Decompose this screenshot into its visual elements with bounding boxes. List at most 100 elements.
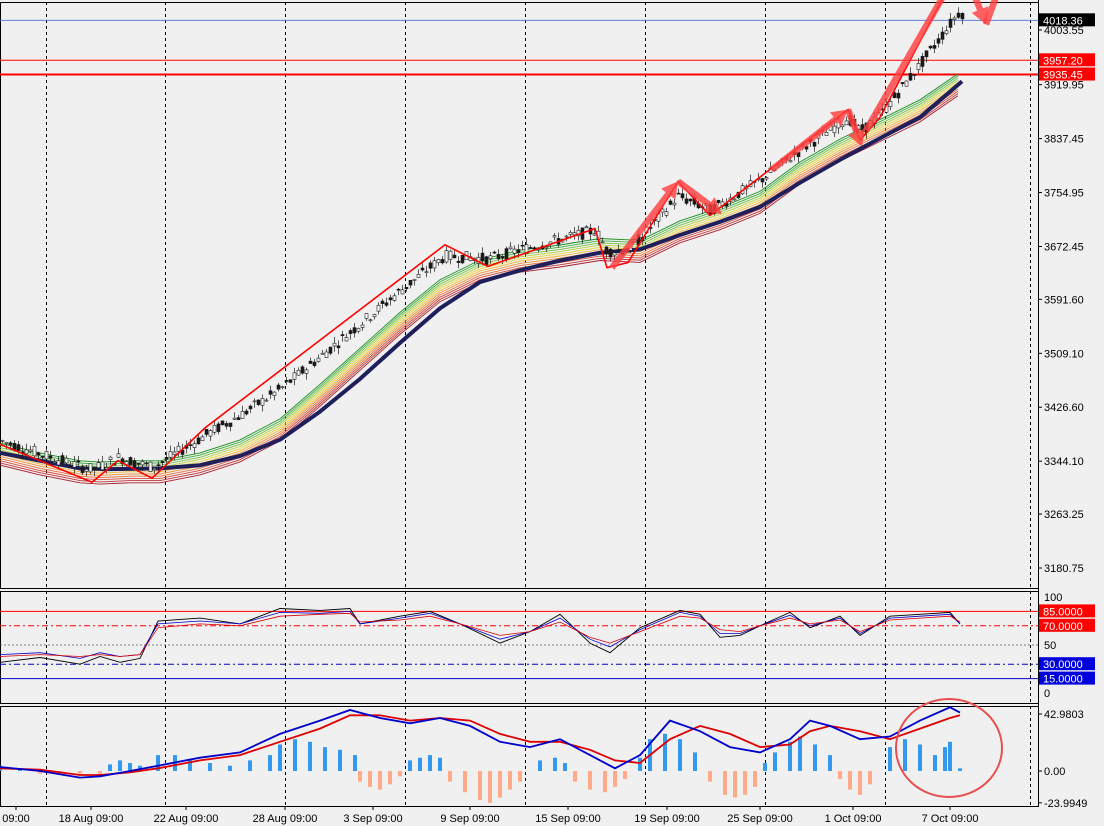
price-tick-label: 4003.55: [1044, 25, 1084, 37]
candle: [372, 313, 377, 320]
candle-body: [164, 457, 169, 460]
macd-histogram-bar: [918, 744, 922, 771]
forecast-arrow: [971, 0, 989, 25]
candle: [116, 448, 121, 459]
macd-histogram-bar: [448, 771, 452, 782]
candle: [128, 456, 133, 466]
candle-body: [236, 417, 241, 421]
candle-body: [156, 464, 161, 467]
macd-histogram-bar: [508, 771, 512, 790]
macd-histogram-bar: [763, 763, 767, 771]
candle: [904, 80, 909, 87]
candle: [520, 240, 525, 251]
candle-body: [388, 297, 393, 301]
candle: [316, 354, 321, 363]
candle-body: [240, 411, 245, 419]
candle: [244, 408, 249, 416]
stochastic-level-label: 30.0000: [1043, 659, 1083, 671]
candle: [424, 265, 429, 278]
candle-body: [128, 457, 133, 466]
candle-body: [572, 232, 577, 236]
candle: [688, 198, 693, 207]
candle: [288, 379, 293, 384]
candle: [340, 330, 345, 342]
candle-body: [680, 193, 685, 199]
macd-histogram-bar: [118, 760, 122, 771]
stochastic-level-label: 70.0000: [1043, 621, 1083, 633]
macd-histogram-bar: [798, 736, 802, 771]
candle: [892, 90, 897, 99]
candle: [416, 269, 421, 279]
candle-body: [8, 442, 13, 446]
candle: [108, 455, 113, 466]
current-price-box: [1039, 13, 1095, 27]
price-tick-label: 3919.95: [1044, 80, 1084, 92]
price-tick-label: 3426.60: [1044, 402, 1084, 414]
ma-ribbon-line: [0, 88, 959, 478]
forecast-arrow: [983, 0, 999, 26]
stochastic-level-box: [1039, 671, 1095, 685]
candle: [72, 455, 77, 474]
candle-body: [32, 445, 37, 457]
candle: [672, 198, 677, 210]
candle-body: [496, 254, 501, 260]
candle-body: [188, 444, 193, 446]
candle: [216, 421, 221, 435]
candle: [168, 445, 173, 461]
candle-body: [392, 295, 397, 301]
candle: [600, 237, 605, 244]
candle: [380, 298, 385, 309]
candle-body: [320, 352, 325, 355]
candle-body: [228, 422, 233, 427]
candle: [276, 382, 281, 392]
candle: [280, 385, 285, 390]
candle: [572, 226, 577, 240]
candle: [76, 456, 81, 466]
candle-body: [148, 461, 153, 472]
forecast-arrow: [863, 0, 945, 132]
candle: [204, 428, 209, 437]
macd-histogram-bar: [128, 763, 132, 771]
candle: [248, 404, 253, 413]
candle-body: [788, 160, 793, 163]
candle: [940, 26, 945, 45]
macd-histogram-bar: [498, 771, 502, 798]
macd-histogram-bar: [948, 741, 952, 771]
candle-body: [804, 146, 809, 150]
macd-histogram-bar: [663, 733, 667, 771]
candle-body: [716, 200, 721, 203]
macd-histogram-bar: [613, 771, 617, 787]
candle-body: [24, 449, 29, 455]
candle-body: [420, 267, 425, 271]
candle-body: [668, 200, 673, 205]
macd-histogram-bar: [388, 771, 392, 785]
level-label: 3935.45: [1043, 70, 1083, 82]
candle-body: [300, 366, 305, 374]
stochastic-tick-label: 100: [1044, 592, 1062, 604]
candle: [232, 412, 237, 420]
candle: [664, 207, 669, 218]
candle-body: [48, 455, 53, 459]
candle: [152, 468, 157, 474]
candle: [364, 313, 369, 321]
macd-histogram-bar: [478, 771, 482, 801]
candle: [480, 247, 485, 266]
candle: [668, 199, 673, 206]
candle: [68, 461, 73, 468]
candle: [508, 242, 513, 251]
macd-histogram-bar: [678, 739, 682, 771]
candle: [336, 340, 341, 355]
candle-body: [564, 235, 569, 238]
price-tick-label: 3263.25: [1044, 509, 1084, 521]
candle: [48, 450, 53, 463]
candle-body: [544, 246, 549, 249]
candle: [584, 225, 589, 229]
candle: [148, 461, 153, 472]
candle: [440, 256, 445, 265]
macd-histogram-bar: [358, 771, 362, 782]
candle: [100, 455, 105, 472]
candle-body: [928, 45, 933, 49]
price-tick-label: 3837.45: [1044, 134, 1084, 146]
grid: [0, 0, 1039, 807]
